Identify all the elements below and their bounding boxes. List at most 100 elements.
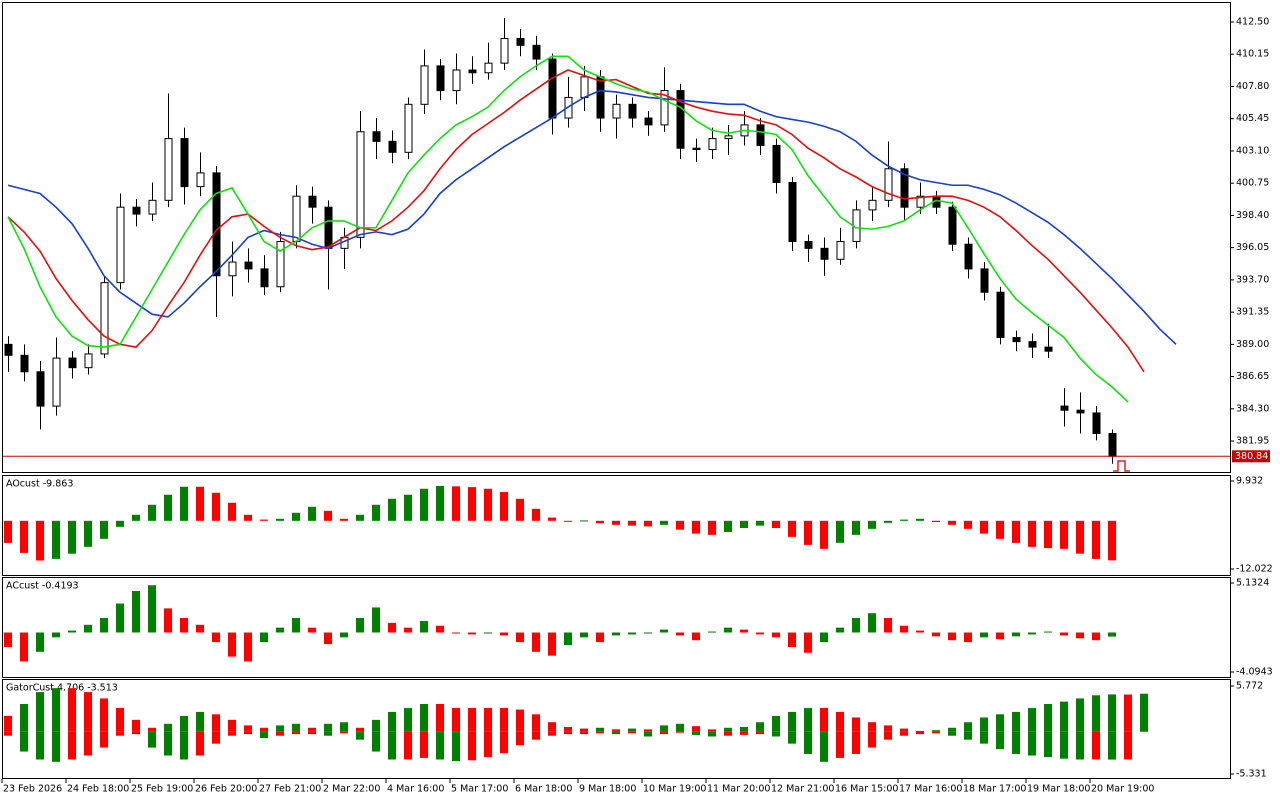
y-tick-label: 386.65 [1236,371,1269,382]
candle-body [308,195,317,208]
gator-bar [1092,695,1100,732]
gator-bar [756,722,764,732]
gator-bar [932,731,940,734]
x-tick-label: 20 Mar 19:00 [1091,784,1154,795]
gator-bar [100,698,108,732]
gator-bar [324,723,332,732]
histogram-bar [836,520,844,543]
candle-body [148,199,157,215]
histogram-bar [756,632,764,635]
histogram-bar [276,627,284,633]
y-tick-label: 5.1324 [1236,578,1269,589]
gator-bar [1076,731,1084,760]
candle-body [164,138,173,201]
histogram-bar [1076,632,1084,639]
histogram-bar [724,627,732,633]
histogram-bar [20,520,28,553]
gator-bar [852,731,860,754]
gator-bar [532,731,540,740]
gator-bar [580,728,588,732]
histogram-bar [68,520,76,554]
histogram-bar [580,520,588,522]
candle-body [644,117,653,126]
gator-bar [388,711,396,732]
histogram-bar [692,632,700,641]
histogram-bar [164,608,172,633]
gator-bar [132,731,140,735]
candle-body [228,261,237,277]
candle-body [836,240,845,260]
histogram-bar [836,627,844,633]
x-tick-label: 10 Mar 19:00 [643,784,706,795]
histogram-bar [980,520,988,534]
gator-bar [964,731,972,740]
x-tick-label: 9 Mar 18:00 [579,784,636,795]
x-tick-label: 19 Mar 18:00 [1027,784,1090,795]
candle-body [324,206,333,249]
gator-bar [644,729,652,732]
current-price-label: 380.84 [1235,451,1268,462]
histogram-bar [660,520,668,525]
gator-bar [676,723,684,732]
moving-average-line [7,55,1129,403]
candle-body [100,282,109,355]
gator-bar [68,688,76,732]
gator-bar [772,731,780,737]
gator-bar [516,731,524,746]
histogram-bar [564,520,572,522]
gator-bar [724,727,732,732]
histogram-bar [260,632,268,643]
histogram-bar [1076,520,1084,554]
y-tick-label: 410.15 [1236,49,1269,60]
gator-bar [1108,694,1116,732]
histogram-bar [20,632,28,662]
gator-bar [1124,731,1132,760]
panel-title: AOcust -9.863 [6,479,73,490]
gator-bar [420,731,428,758]
gator-bar [948,731,956,736]
gator-bar [724,731,732,736]
histogram-bar [644,632,652,634]
histogram-bar [500,491,508,521]
gator-bar [436,704,444,732]
y-tick-label: 389.00 [1236,339,1269,350]
gator-bar [4,715,12,732]
histogram-bar [228,632,236,657]
histogram-bar [1028,520,1036,547]
gator-bar [740,731,748,735]
gator-bar [276,725,284,732]
candle-body [20,354,29,373]
histogram-bar [724,520,732,533]
candle-body [564,96,573,119]
histogram-bar [884,618,892,633]
histogram-bar [36,632,44,652]
histogram-bar [596,632,604,643]
histogram-bar [324,510,332,521]
gator-bar [868,731,876,748]
gator-bar [1028,731,1036,756]
histogram-bar [788,520,796,537]
candle-body [1076,409,1085,414]
gator-bar [628,728,636,732]
x-tick-label: 26 Feb 20:00 [195,784,257,795]
histogram-bar [116,520,124,527]
candle-body [724,135,733,140]
histogram-bar [996,632,1004,640]
candle-body [356,131,365,238]
x-tick-label: 12 Mar 21:00 [771,784,834,795]
candle-body [676,90,685,149]
gator-bar [788,711,796,732]
gator-bar [276,731,284,736]
gator-bar [1044,731,1052,758]
gator-bar [1076,698,1084,732]
gator-bar [564,726,572,732]
gator-bar [708,729,716,732]
x-tick-label: 6 Mar 18:00 [515,784,572,795]
histogram-bar [612,520,620,525]
histogram-bar [1044,631,1052,633]
gator-bar [164,731,172,756]
gator-bar [1092,731,1100,760]
y-tick-label: 412.50 [1236,17,1269,28]
gator-bar [852,717,860,732]
